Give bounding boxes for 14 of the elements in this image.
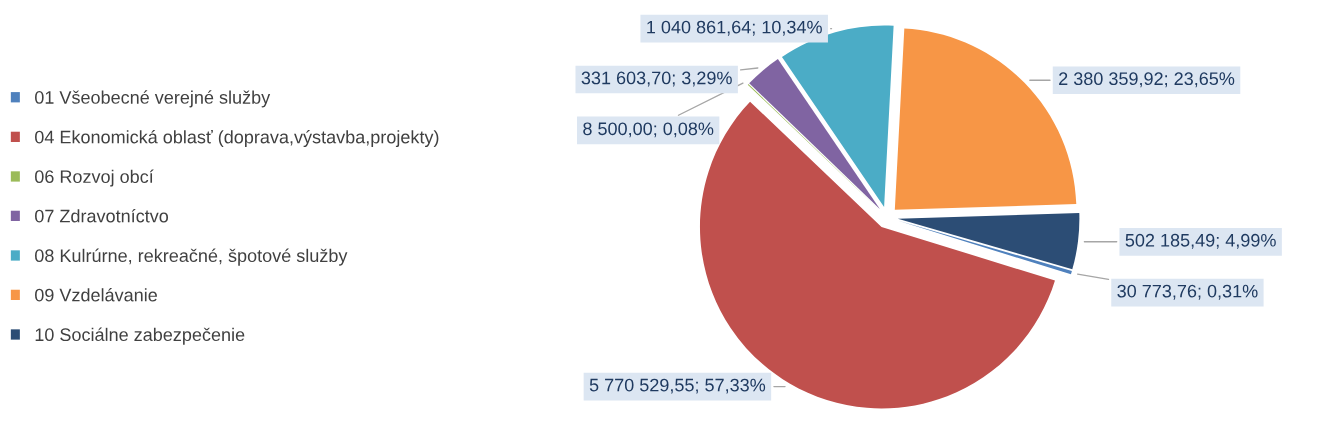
legend-label: 09 Vzdelávanie: [35, 287, 157, 302]
legend-label: 01 Všeobecné verejné služby: [35, 90, 271, 108]
data-label: 331 603,70; 3,29%: [581, 71, 732, 87]
data-label: 1 040 861,64; 10,34%: [647, 20, 822, 36]
data-label: 8 500,00; 0,08%: [583, 122, 714, 138]
legend-label: 07 Zdravotníctvo: [35, 208, 169, 223]
data-label: 30 773,76; 0,31%: [1117, 284, 1258, 300]
data-label: 2 380 359,92; 23,65%: [1059, 72, 1235, 88]
legend-label: 08 Kulrúrne, rekreačné, špotové služby: [35, 248, 348, 266]
legend-label: 06 Rozvoj obcí: [35, 169, 154, 187]
legend-label: 10 Sociálne zabezpečenie: [35, 327, 245, 345]
data-label: 5 770 529,55; 57,33%: [589, 378, 766, 394]
legend-label: 04 Ekonomická oblasť (doprava,výstavba,projekty): [35, 129, 439, 148]
data-label: 502 185,49; 4,99%: [1125, 233, 1276, 249]
